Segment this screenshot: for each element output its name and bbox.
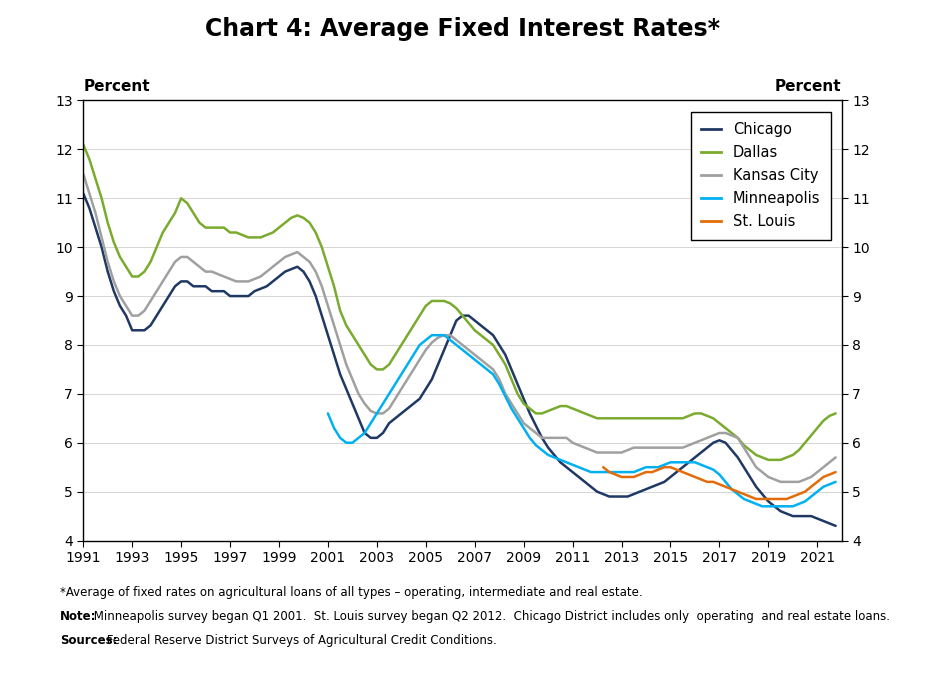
Text: Minneapolis survey began Q1 2001.  St. Louis survey began Q2 2012.  Chicago Dist: Minneapolis survey began Q1 2001. St. Lo… <box>90 610 890 623</box>
Chicago <box>824 519 835 527</box>
St. Louis <box>824 471 835 479</box>
Dallas <box>218 223 229 231</box>
Text: Sources:: Sources: <box>60 634 117 647</box>
Kansas City <box>408 365 419 374</box>
Minneapolis <box>512 414 524 423</box>
Line: Minneapolis: Minneapolis <box>328 335 835 507</box>
Kansas City <box>830 453 841 462</box>
Dallas <box>830 410 841 418</box>
Chicago <box>830 522 841 530</box>
Dallas <box>78 141 89 149</box>
Kansas City <box>218 272 229 281</box>
Chicago <box>78 189 89 198</box>
Minneapolis <box>824 480 835 489</box>
Chicago <box>512 380 524 388</box>
Line: St. Louis: St. Louis <box>603 467 835 499</box>
Dallas <box>512 389 524 398</box>
Chicago <box>127 326 138 335</box>
St. Louis <box>830 468 841 476</box>
Kansas City <box>298 253 309 261</box>
Text: Federal Reserve District Surveys of Agricultural Credit Conditions.: Federal Reserve District Surveys of Agri… <box>103 634 497 647</box>
Text: Note:: Note: <box>60 610 96 623</box>
Dallas <box>298 213 309 222</box>
Dallas <box>127 272 138 281</box>
Dallas <box>763 456 774 464</box>
Kansas City <box>512 410 524 418</box>
Kansas City <box>84 189 95 198</box>
Line: Dallas: Dallas <box>83 145 835 460</box>
Text: Percent: Percent <box>83 79 150 94</box>
Text: *Average of fixed rates on agricultural loans of all types – operating, intermed: *Average of fixed rates on agricultural … <box>60 586 643 599</box>
Text: Chart 4: Average Fixed Interest Rates*: Chart 4: Average Fixed Interest Rates* <box>205 17 720 42</box>
Kansas City <box>127 311 138 319</box>
Legend: Chicago, Dallas, Kansas City, Minneapolis, St. Louis: Chicago, Dallas, Kansas City, Minneapoli… <box>691 112 831 240</box>
Chicago <box>218 287 229 295</box>
Dallas <box>408 322 419 330</box>
Minneapolis <box>830 477 841 486</box>
Chicago <box>84 204 95 212</box>
Line: Chicago: Chicago <box>83 193 835 526</box>
Kansas City <box>78 170 89 178</box>
Line: Kansas City: Kansas City <box>83 174 835 482</box>
Chicago <box>298 267 309 276</box>
Text: Percent: Percent <box>775 79 842 94</box>
Kansas City <box>775 477 786 486</box>
Dallas <box>84 155 95 164</box>
